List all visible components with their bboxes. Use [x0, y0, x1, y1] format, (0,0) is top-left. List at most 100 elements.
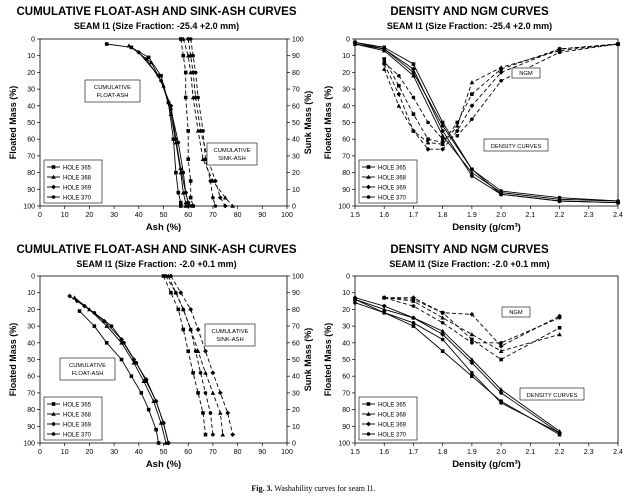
data-point: [210, 370, 216, 376]
data-point: [161, 421, 166, 425]
y-tick-label: 70: [342, 390, 350, 397]
legend-marker: [51, 432, 56, 436]
data-point: [440, 320, 445, 325]
data-point: [469, 173, 475, 179]
series-line: [383, 43, 619, 145]
data-point: [440, 310, 446, 316]
series-line: [187, 38, 226, 207]
y-tick-label: 100: [338, 204, 350, 211]
y2-tick-label: 0: [292, 441, 296, 448]
data-point: [411, 95, 416, 100]
x-tick-label: 10: [61, 212, 69, 219]
y-tick-label: 30: [342, 87, 350, 94]
data-point: [191, 204, 195, 208]
x-tick-label: 80: [234, 212, 242, 219]
chart-panel-top-left: CUMULATIVE FLOAT-ASH AND SINK-ASH CURVES…: [0, 0, 313, 240]
data-point: [397, 73, 401, 78]
annotation-box: [204, 323, 256, 347]
data-point: [188, 195, 193, 200]
data-point: [440, 315, 445, 320]
x-tick-label: 2.3: [584, 212, 594, 219]
data-point: [180, 36, 186, 41]
data-point: [382, 310, 387, 315]
data-point: [195, 327, 201, 332]
x-tick-label: 10: [61, 449, 69, 456]
annotation-label: NGM: [519, 71, 533, 77]
x-tick-label: 2.3: [584, 449, 594, 456]
data-point: [181, 53, 186, 58]
data-point: [381, 303, 387, 309]
data-point: [411, 315, 416, 321]
y-tick-label: 70: [27, 153, 35, 160]
data-point: [469, 312, 475, 317]
x-tick-label: 1.8: [438, 212, 448, 219]
data-point: [396, 103, 402, 108]
x-tick-label: 0: [38, 449, 42, 456]
chart-panel-bottom-left: CUMULATIVE FLOAT-ASH AND SINK-ASH CURVES…: [0, 240, 313, 480]
series-line: [170, 275, 234, 435]
data-point: [557, 431, 562, 435]
data-point: [146, 55, 151, 60]
series-line: [384, 297, 560, 347]
data-point: [498, 65, 504, 70]
y2-tick-label: 100: [292, 274, 304, 281]
data-point: [469, 360, 475, 366]
y2-tick-label: 40: [292, 374, 300, 381]
data-point: [92, 324, 97, 328]
data-point: [161, 83, 166, 88]
data-point: [176, 140, 181, 145]
annotation-label: CUMULATIVE: [69, 363, 106, 369]
y-tick-label: 80: [27, 170, 35, 177]
data-point: [469, 103, 475, 109]
chart-panel-bottom-right: DENSITY AND NGM CURVES SEAM I1 (Size Fra…: [313, 240, 626, 480]
chart-title: CUMULATIVE FLOAT-ASH AND SINK-ASH CURVES: [16, 6, 297, 18]
data-point: [440, 128, 446, 134]
data-point: [470, 167, 474, 172]
y-tick-label: 30: [27, 324, 35, 331]
x-tick-label: 30: [110, 449, 118, 456]
data-point: [169, 107, 173, 111]
y2-tick-label: 100: [292, 37, 304, 44]
data-point: [201, 129, 205, 133]
chart-title: DENSITY AND NGM CURVES: [390, 6, 549, 18]
data-point: [196, 391, 200, 395]
data-point: [75, 299, 79, 303]
x-tick-label: 2.2: [555, 212, 565, 219]
x-tick-label: 2.0: [496, 449, 506, 456]
legend-label: HOLE 369: [378, 422, 407, 428]
x-tick-label: 50: [160, 449, 168, 456]
data-point: [396, 91, 402, 97]
data-point: [425, 146, 431, 152]
data-point: [166, 441, 171, 445]
data-point: [203, 370, 208, 375]
y-tick-label: 50: [342, 120, 350, 127]
x-tick-label: 90: [258, 449, 266, 456]
x-tick-label: 2.0: [496, 212, 506, 219]
y2-tick-label: 40: [292, 137, 300, 144]
y-tick-label: 50: [27, 357, 35, 364]
y-axis-label: Floated Mass (%): [8, 323, 18, 397]
data-point: [411, 304, 416, 308]
data-point: [154, 399, 158, 404]
y-tick-label: 70: [342, 153, 350, 160]
legend-marker: [51, 411, 56, 416]
data-point: [212, 178, 218, 184]
data-point: [411, 112, 416, 116]
data-point: [470, 337, 474, 342]
data-point: [230, 203, 235, 208]
data-point: [178, 204, 183, 208]
y-tick-label: 40: [342, 103, 350, 110]
data-point: [381, 307, 387, 312]
y2-tick-label: 70: [292, 87, 300, 94]
data-point: [411, 66, 416, 72]
data-point: [498, 387, 504, 392]
y2-tick-label: 90: [292, 53, 300, 60]
data-point: [411, 320, 416, 325]
data-point: [352, 295, 358, 301]
data-point: [181, 327, 186, 332]
data-point: [159, 78, 163, 83]
legend-marker: [51, 402, 56, 406]
y-tick-label: 50: [342, 357, 350, 364]
data-point: [499, 78, 503, 83]
data-point: [139, 391, 144, 395]
